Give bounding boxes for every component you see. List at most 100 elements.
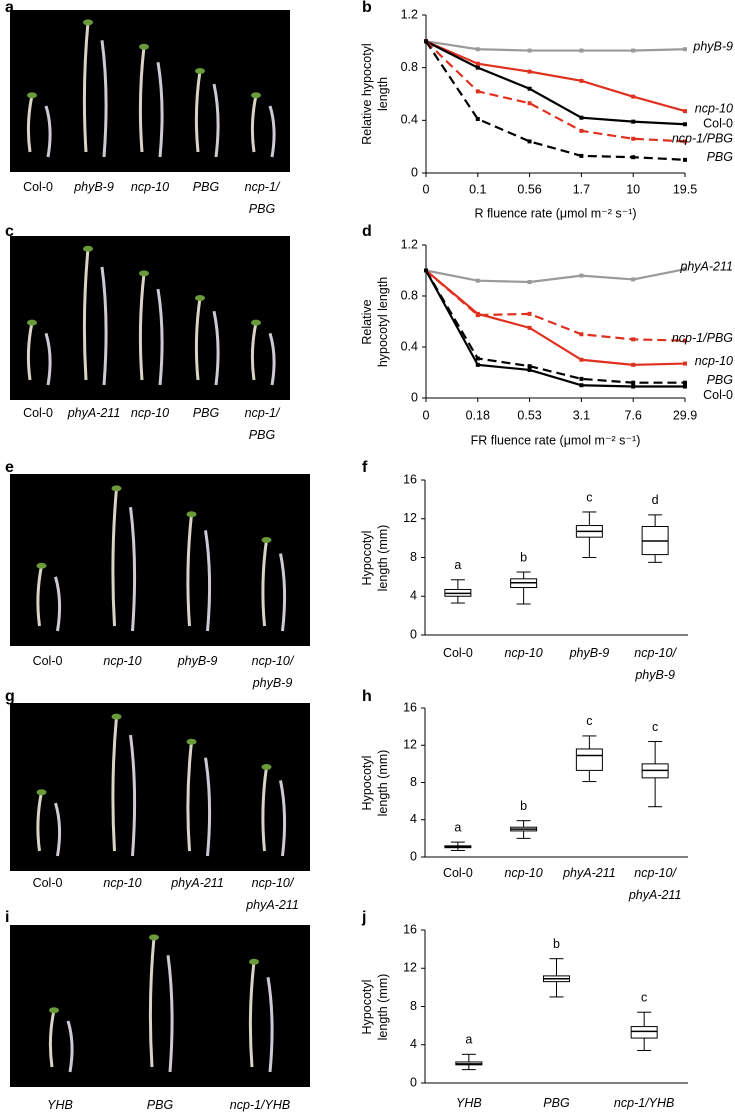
point <box>683 384 687 389</box>
panel-letter: j <box>361 909 366 926</box>
x-tick-label: ncp-10 <box>504 866 543 880</box>
box <box>575 748 603 771</box>
significance-letter: c <box>586 714 592 728</box>
x-tick-label: YHB <box>455 1096 482 1110</box>
cotyledon <box>27 319 37 326</box>
seedling <box>156 61 164 158</box>
seedling <box>248 961 256 1068</box>
cotyledon <box>261 537 272 543</box>
y-tick-label: 8 <box>410 775 417 789</box>
y-tick-label: 0 <box>411 390 418 404</box>
y-tick-label: 0.8 <box>401 288 418 302</box>
cotyledon <box>195 295 205 301</box>
point <box>579 128 584 133</box>
seedling <box>250 322 258 381</box>
seedling <box>204 757 212 857</box>
seedling <box>111 488 118 627</box>
point <box>631 362 636 367</box>
cotyledon <box>83 245 93 252</box>
point <box>683 338 687 343</box>
seedling <box>138 46 146 153</box>
series-line <box>425 40 686 113</box>
seedling <box>82 248 90 381</box>
panel-letter: b <box>362 0 372 16</box>
y-tick-label: 8 <box>410 550 417 564</box>
y-tick-label: 4 <box>410 589 417 603</box>
y-tick-label: 0.4 <box>401 339 418 353</box>
series-line <box>425 40 686 52</box>
cotyledon <box>195 68 205 74</box>
photo-label: ncp-10/ phyB-9 <box>251 654 294 690</box>
seedling <box>261 766 268 852</box>
x-tick-label: 29.9 <box>673 408 697 422</box>
seedling <box>100 40 108 158</box>
series-line <box>425 269 686 366</box>
y-tick-label: 4 <box>410 812 417 826</box>
photo-label: Col-0 <box>32 654 63 668</box>
x-tick-label: 0 <box>423 182 430 196</box>
seedling <box>250 94 258 153</box>
point <box>631 380 636 385</box>
x-tick-label: Col-0 <box>442 866 473 880</box>
point <box>527 48 532 53</box>
point <box>475 61 480 66</box>
x-tick-label: 3.1 <box>573 408 590 422</box>
x-tick-label: ncp-10/ phyB-9 <box>634 646 676 682</box>
panel-letter: c <box>5 223 14 240</box>
series-line <box>425 40 686 161</box>
seedling <box>186 514 193 627</box>
point <box>527 86 532 91</box>
point <box>475 356 480 361</box>
point <box>683 361 687 366</box>
point <box>527 69 532 74</box>
y-axis-label: Hypocotyl length (mm) <box>360 749 390 816</box>
panel-letter: h <box>362 688 372 705</box>
point <box>579 153 584 158</box>
point <box>527 325 532 330</box>
cotyledon <box>111 713 122 720</box>
y-tick-label: 12 <box>403 961 417 975</box>
x-tick-label: 10 <box>626 182 640 196</box>
photo-label: YHB <box>47 1098 73 1112</box>
series-label: ncp-10 <box>695 101 733 115</box>
seedling <box>194 297 202 381</box>
x-tick-label: ncp-10/ phyA-211 <box>628 866 682 902</box>
point <box>424 39 428 44</box>
point <box>631 48 636 53</box>
point <box>475 117 480 122</box>
seedling <box>204 530 212 632</box>
significance-letter: a <box>454 820 461 834</box>
point <box>631 94 636 99</box>
point <box>527 139 532 144</box>
point <box>475 278 480 283</box>
photo-label: ncp-1/ PBG <box>244 406 280 442</box>
cotyledon <box>27 92 37 99</box>
x-tick-label: phyB-9 <box>569 646 610 660</box>
point <box>683 380 687 385</box>
photo-label: PBG <box>192 180 220 194</box>
seedling <box>266 976 274 1073</box>
seedling <box>26 322 34 381</box>
series-label: phyB-9 <box>692 40 733 54</box>
photo <box>10 236 290 400</box>
seedling <box>138 273 146 381</box>
seedling <box>212 83 220 158</box>
seedling <box>54 576 62 632</box>
y-tick-label: 8 <box>410 999 417 1013</box>
panel-letter: a <box>5 0 14 16</box>
photo-label: phyB-9 <box>177 654 218 668</box>
seedling <box>44 332 52 386</box>
y-tick-label: 1.2 <box>401 237 418 251</box>
x-tick-label: 1.7 <box>573 182 590 196</box>
cotyledon <box>149 934 159 941</box>
photo <box>10 10 290 172</box>
photo-label: phyA-211 <box>67 406 121 420</box>
panel-letter: d <box>362 223 372 240</box>
point <box>631 277 636 282</box>
seedling <box>212 310 220 386</box>
panel-letter: f <box>362 459 368 476</box>
point <box>579 376 584 381</box>
point <box>579 357 584 362</box>
cotyledon <box>139 270 149 277</box>
